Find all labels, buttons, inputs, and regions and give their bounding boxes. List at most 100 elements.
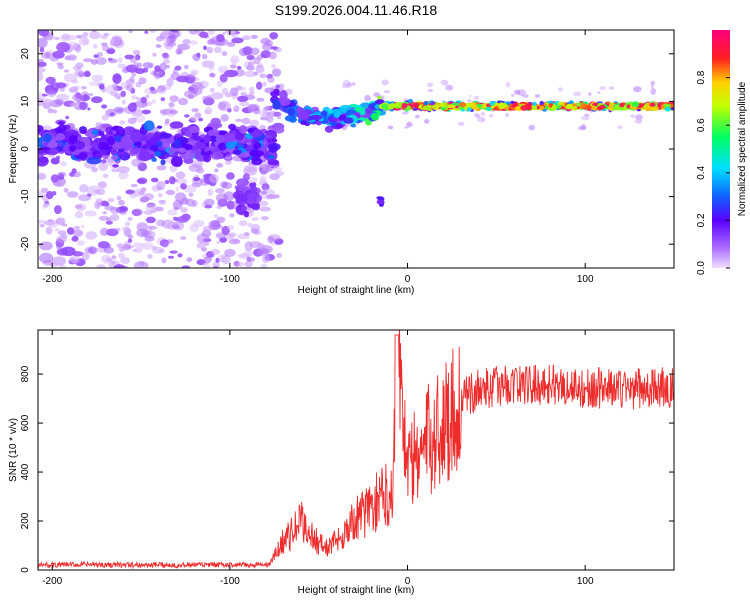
- spectrogram-cell: [47, 108, 54, 114]
- y-tick-label: 20: [20, 48, 31, 60]
- spectrogram-cell: [539, 105, 545, 110]
- spectrogram-cell: [273, 88, 280, 95]
- spectrogram-cell: [42, 259, 54, 266]
- spectrogram-cell: [127, 234, 134, 240]
- spectrogram-cell: [498, 103, 505, 110]
- spectrogram-cell: [134, 114, 146, 123]
- spectrogram-cell: [278, 112, 282, 116]
- spectrogram-cell: [52, 50, 65, 59]
- spectrogram-cell: [542, 108, 547, 112]
- spectrogram-cell: [96, 264, 106, 268]
- spectrogram-cell: [216, 205, 222, 210]
- y-tick-label: -10: [20, 189, 31, 204]
- spectrogram-cell: [210, 151, 224, 160]
- spectrogram-cell: [192, 200, 198, 207]
- spectrogram-cell: [234, 132, 245, 141]
- spectrogram-cell: [98, 141, 109, 151]
- spectrogram-cell: [195, 142, 202, 147]
- spectrogram-cell: [76, 34, 82, 39]
- y-tick-label: 600: [20, 414, 31, 431]
- spectrogram-cell: [162, 53, 170, 60]
- spectrogram-cell: [216, 34, 225, 42]
- spectrogram-cell: [267, 236, 275, 244]
- spectrogram-cell: [108, 131, 114, 135]
- spectrogram-cell: [175, 171, 186, 179]
- spectrogram-cell: [168, 148, 175, 155]
- y-tick-label: 200: [20, 512, 31, 529]
- spectrogram-cell: [83, 93, 89, 100]
- spectrogram-cell: [408, 98, 413, 104]
- spectrogram-cell: [113, 264, 126, 268]
- spectrogram-cell: [473, 95, 480, 100]
- spectrogram-cell: [56, 42, 71, 53]
- spectrogram-cell: [156, 219, 166, 227]
- spectrogram-cell: [203, 134, 212, 144]
- spectrogram-cell: [94, 137, 102, 144]
- spectrogram-cell: [219, 73, 228, 83]
- spectrogram-cell: [112, 164, 119, 168]
- spectrogram-cell: [204, 242, 210, 246]
- spectrogram-cell: [76, 240, 85, 246]
- spectrogram-cell: [112, 35, 122, 40]
- spectrogram-cell: [84, 210, 97, 217]
- spectrogram-cell: [129, 193, 137, 199]
- spectrogram-cell: [50, 174, 60, 183]
- spectrogram-cell: [259, 73, 267, 79]
- spectrogram-cell: [98, 162, 108, 172]
- x-tick-label: -200: [42, 274, 62, 285]
- colorbar-gradient: [712, 30, 730, 268]
- spectrogram-cell: [39, 224, 45, 228]
- spectrogram-cell: [89, 147, 97, 152]
- spectrogram-cell: [143, 120, 155, 131]
- spectrogram-cell: [202, 263, 211, 268]
- spectrogram-cell: [251, 34, 258, 40]
- spectrogram-cell: [125, 189, 135, 195]
- spectrogram-cell: [210, 117, 221, 126]
- spectrogram-cell: [249, 150, 264, 157]
- spectrogram-cell: [193, 220, 205, 228]
- spectrogram-cell: [181, 265, 191, 268]
- spectrogram-heatmap: [38, 30, 674, 268]
- spectrogram-cell: [43, 133, 52, 143]
- spectrogram-cell: [635, 114, 643, 121]
- spectrogram-cell: [422, 105, 431, 111]
- spectrogram-cell: [475, 114, 481, 119]
- spectrogram-cell: [230, 64, 237, 69]
- spectrogram-cell: [101, 114, 109, 121]
- spectrogram-cell: [272, 68, 282, 77]
- spectrogram-cell: [145, 216, 156, 224]
- spectrogram-cell: [227, 224, 235, 230]
- spectrogram-cell: [73, 225, 80, 230]
- spectrogram-cell: [260, 216, 269, 221]
- spectrogram-cell: [159, 62, 168, 71]
- spectrogram-cell: [122, 244, 132, 251]
- spectrogram-cell: [160, 97, 165, 102]
- spectrogram-cell: [39, 46, 45, 53]
- spectrogram-cell: [415, 114, 420, 119]
- spectrogram-cell: [188, 84, 199, 94]
- snr-series-line: [38, 330, 674, 570]
- spectrogram-cell: [414, 102, 420, 108]
- spectrogram-cell: [279, 83, 285, 90]
- spectrogram-cell: [486, 106, 492, 111]
- spectrogram-cell: [38, 67, 46, 73]
- spectrogram-cell: [104, 205, 115, 211]
- spectrogram-cell: [118, 199, 125, 206]
- colorbar-tick-label: 0.0: [696, 261, 707, 275]
- spectrogram-cell: [73, 140, 85, 150]
- spectrogram-cell: [184, 131, 193, 138]
- spectrogram-cell: [127, 216, 133, 221]
- spectrogram-cell: [467, 99, 472, 102]
- spectrogram-cell: [180, 207, 188, 213]
- spectrogram-cell: [178, 97, 189, 106]
- spectrogram-cell: [131, 158, 143, 167]
- spectrogram-cell: [214, 168, 219, 173]
- spectrogram-cell: [609, 86, 614, 90]
- spectrogram-cell: [531, 104, 538, 111]
- spectrogram-cell: [131, 72, 137, 77]
- spectrogram-cell: [237, 66, 242, 70]
- colorbar-tick-label: 0.6: [696, 118, 707, 132]
- spectrogram-cell: [81, 251, 90, 261]
- spectrogram-cell: [189, 72, 197, 78]
- spectrogram-cell: [253, 142, 262, 150]
